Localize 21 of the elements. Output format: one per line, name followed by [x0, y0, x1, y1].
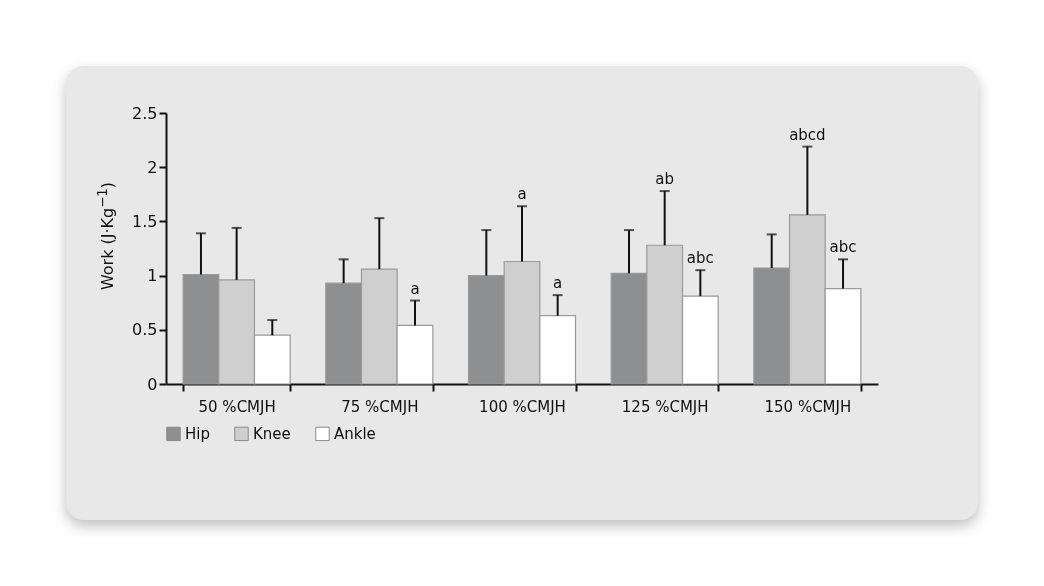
x-tick-label: 100 %CMJH [479, 397, 566, 416]
y-tick-label: 0 [147, 374, 158, 394]
y-tick-label: 2 [147, 157, 158, 177]
annotation: abcd [789, 125, 826, 144]
y-tick-label: 2.5 [132, 103, 158, 123]
legend-label: Knee [253, 424, 291, 443]
x-tick-label: 125 %CMJH [621, 397, 709, 416]
legend-label: Ankle [334, 424, 376, 443]
data-label: abc [686, 249, 714, 268]
x-tick-label: 75 %CMJH [341, 397, 419, 416]
y-tick-label: 0.5 [132, 320, 158, 340]
data-label: abc [829, 238, 857, 257]
data-label: a [410, 279, 420, 298]
x-tick-label: 50 %CMJH [198, 397, 276, 416]
x-tick-label: 150 %CMJH [764, 397, 852, 416]
legend-label: Hip [185, 424, 210, 443]
y-tick-label: 1.5 [132, 211, 158, 231]
y-tick-label: 1 [147, 266, 158, 286]
annotation: ab [655, 170, 675, 189]
data-label: a [553, 274, 563, 293]
annotation: a [517, 185, 527, 204]
